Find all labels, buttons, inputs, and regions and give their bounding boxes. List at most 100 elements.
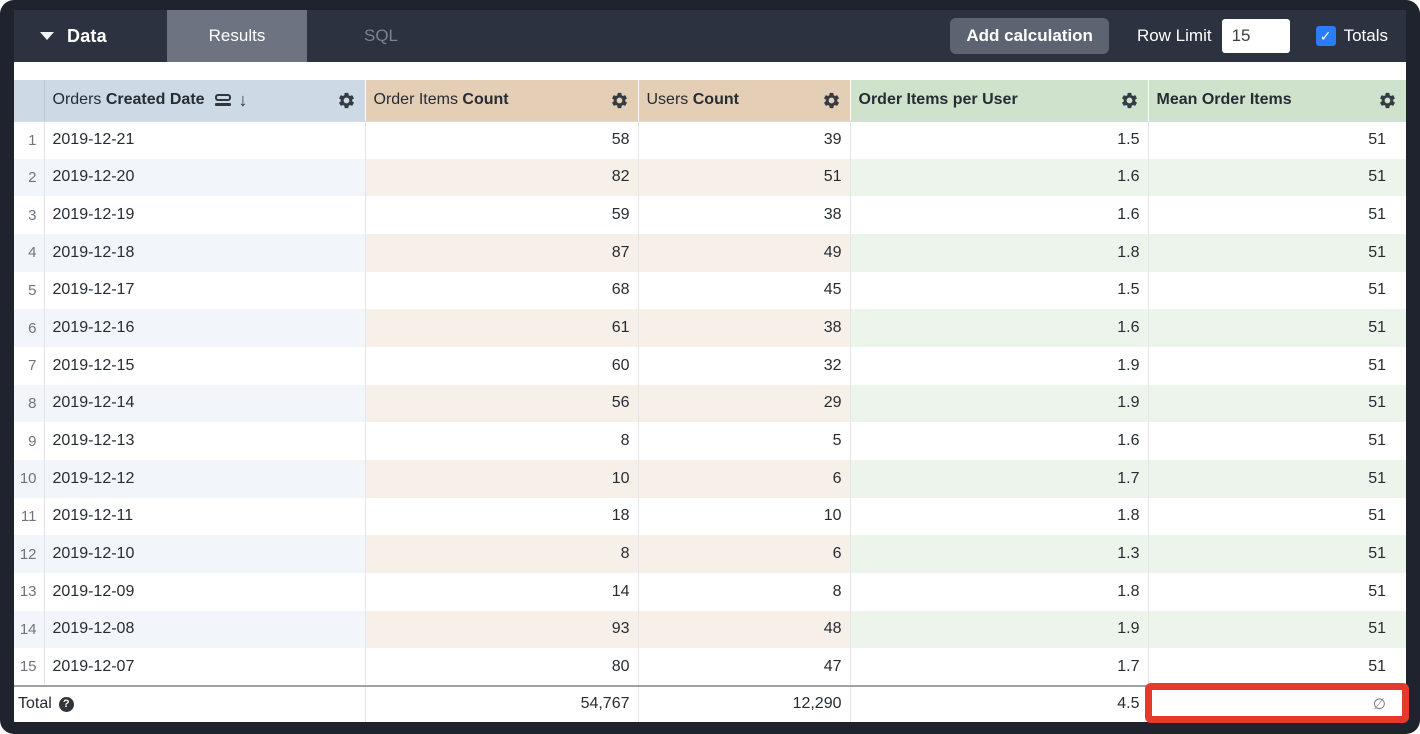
mean-order-items-cell[interactable]: 51 <box>1368 432 1386 450</box>
users-count-cell[interactable]: 47 <box>638 648 851 686</box>
mean-order-items-cell[interactable]: 51 <box>1368 131 1386 149</box>
order-items-per-user-cell[interactable]: 1.6 <box>850 309 1149 347</box>
order-items-per-user-cell[interactable]: 1.9 <box>850 384 1149 423</box>
tab-results[interactable]: Results <box>167 10 307 62</box>
column-header-mean-order-items[interactable]: Mean Order Items <box>1147 80 1406 122</box>
sort-desc-icon[interactable]: ↓ <box>238 90 248 111</box>
order-items-count-cell[interactable]: 93 <box>365 610 639 649</box>
content-area: Data Results SQL Add calculation Row Lim… <box>14 10 1406 722</box>
date-cell[interactable]: 2019-12-17 <box>44 271 366 310</box>
mean-order-items-cell[interactable]: 51 <box>1148 610 1406 649</box>
users-count-cell[interactable]: 38 <box>638 196 851 234</box>
order-items-per-user-cell[interactable]: 1.6 <box>850 158 1149 197</box>
date-cell[interactable]: 2019-12-16 <box>44 309 366 347</box>
order-items-per-user-cell[interactable]: 1.3 <box>850 535 1149 573</box>
gear-icon[interactable] <box>337 91 356 110</box>
subtotal-icon[interactable] <box>214 94 231 107</box>
date-cell[interactable]: 2019-12-10 <box>44 535 366 573</box>
date-cell[interactable]: 2019-12-19 <box>44 196 366 234</box>
order-items-count-cell[interactable]: 58 <box>365 121 639 159</box>
date-cell[interactable]: 2019-12-18 <box>44 233 366 272</box>
order-items-per-user-cell[interactable]: 1.6 <box>850 196 1149 234</box>
column-header-orders-created-date[interactable]: Orders Created Date ↓ <box>43 80 365 122</box>
users-count-cell[interactable]: 6 <box>638 459 851 498</box>
totals-checkbox[interactable]: ✓ <box>1315 26 1336 46</box>
users-count-cell[interactable]: 38 <box>638 309 851 347</box>
order-items-per-user-cell[interactable]: 1.7 <box>850 648 1149 686</box>
column-header-order-items-per-user[interactable]: Order Items per User <box>849 80 1148 122</box>
order-items-count-cell[interactable]: 59 <box>365 196 639 234</box>
mean-order-items-cell[interactable]: 51 <box>1368 206 1386 224</box>
mean-order-items-cell[interactable]: 51 <box>1148 233 1406 272</box>
order-items-count-cell[interactable]: 14 <box>365 572 639 611</box>
order-items-count-cell[interactable]: 87 <box>365 233 639 272</box>
order-items-per-user-cell[interactable]: 1.8 <box>850 572 1149 611</box>
date-cell[interactable]: 2019-12-11 <box>44 497 366 536</box>
date-cell[interactable]: 2019-12-15 <box>44 346 366 385</box>
order-items-per-user-cell[interactable]: 1.9 <box>850 346 1149 385</box>
mean-order-items-cell[interactable]: 51 <box>1148 535 1406 573</box>
date-cell[interactable]: 2019-12-20 <box>44 158 366 197</box>
order-items-count-cell[interactable]: 80 <box>365 648 639 686</box>
add-calculation-button[interactable]: Add calculation <box>950 18 1109 54</box>
gear-icon[interactable] <box>822 91 841 110</box>
order-items-per-user-cell[interactable]: 1.7 <box>850 459 1149 498</box>
order-items-per-user-cell[interactable]: 1.5 <box>850 121 1149 159</box>
mean-order-items-cell[interactable]: 51 <box>1368 356 1386 374</box>
mean-order-items-cell[interactable]: 51 <box>1148 158 1406 197</box>
table-row: 8 2019-12-14 56 29 1.9 51 <box>14 384 1406 423</box>
mean-order-items-cell[interactable]: 51 <box>1148 309 1406 347</box>
table-row: 3 2019-12-19 59 38 1.6 51 <box>14 196 1406 234</box>
order-items-per-user-cell[interactable]: 1.5 <box>850 271 1149 310</box>
gear-icon[interactable] <box>1120 91 1139 110</box>
column-header-users-count[interactable]: Users Count <box>637 80 850 122</box>
mean-order-items-cell[interactable]: 51 <box>1148 459 1406 498</box>
mean-order-items-cell[interactable]: 51 <box>1368 582 1386 600</box>
order-items-count-cell[interactable]: 82 <box>365 158 639 197</box>
order-items-per-user-cell[interactable]: 1.8 <box>850 497 1149 536</box>
date-cell[interactable]: 2019-12-14 <box>44 384 366 423</box>
order-items-count-cell[interactable]: 61 <box>365 309 639 347</box>
mean-order-items-cell[interactable]: 51 <box>1368 507 1386 525</box>
users-count-cell[interactable]: 6 <box>638 535 851 573</box>
order-items-count-cell[interactable]: 18 <box>365 497 639 536</box>
date-cell[interactable]: 2019-12-08 <box>44 610 366 649</box>
row-number-cell: 8 <box>14 384 45 423</box>
users-count-cell[interactable]: 39 <box>638 121 851 159</box>
order-items-count-cell[interactable]: 8 <box>365 535 639 573</box>
tab-sql[interactable]: SQL <box>307 10 455 62</box>
users-count-cell[interactable]: 51 <box>638 158 851 197</box>
users-count-cell[interactable]: 29 <box>638 384 851 423</box>
date-cell[interactable]: 2019-12-21 <box>44 121 366 159</box>
users-count-cell[interactable]: 45 <box>638 271 851 310</box>
order-items-per-user-cell[interactable]: 1.8 <box>850 233 1149 272</box>
date-cell[interactable]: 2019-12-12 <box>44 459 366 498</box>
users-count-cell[interactable]: 32 <box>638 346 851 385</box>
order-items-count-cell[interactable]: 10 <box>365 459 639 498</box>
order-items-count-cell[interactable]: 60 <box>365 346 639 385</box>
date-cell[interactable]: 2019-12-07 <box>44 648 366 686</box>
date-cell[interactable]: 2019-12-09 <box>44 572 366 611</box>
users-count-cell[interactable]: 10 <box>638 497 851 536</box>
mean-order-items-cell[interactable]: 51 <box>1148 384 1406 423</box>
order-items-per-user-cell[interactable]: 1.6 <box>850 422 1149 460</box>
users-count-cell[interactable]: 48 <box>638 610 851 649</box>
date-cell[interactable]: 2019-12-13 <box>44 422 366 460</box>
order-items-count-cell[interactable]: 68 <box>365 271 639 310</box>
help-icon[interactable]: ? <box>58 696 74 712</box>
order-items-count-cell[interactable]: 8 <box>365 422 639 460</box>
mean-order-items-cell[interactable]: 51 <box>1368 281 1386 299</box>
order-items-count-cell[interactable]: 56 <box>365 384 639 423</box>
total-order-items-per-user: 4.5 <box>850 684 1149 722</box>
gear-icon[interactable] <box>1378 91 1397 110</box>
users-count-cell[interactable]: 5 <box>638 422 851 460</box>
data-dropdown[interactable]: Data <box>14 10 167 62</box>
column-header-order-items-count[interactable]: Order Items Count <box>364 80 638 122</box>
users-count-cell[interactable]: 49 <box>638 233 851 272</box>
row-number-cell: 13 <box>14 572 45 611</box>
mean-order-items-cell[interactable]: 51 <box>1368 657 1386 675</box>
users-count-cell[interactable]: 8 <box>638 572 851 611</box>
row-limit-input[interactable] <box>1221 19 1290 53</box>
gear-icon[interactable] <box>610 91 629 110</box>
order-items-per-user-cell[interactable]: 1.9 <box>850 610 1149 649</box>
